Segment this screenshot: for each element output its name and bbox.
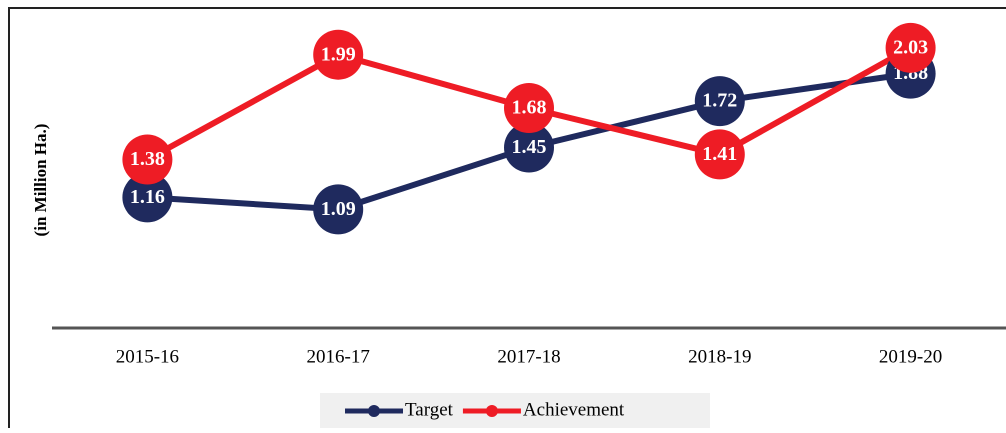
value-label: 1.09 [321, 198, 356, 220]
value-label: 1.68 [512, 97, 547, 119]
value-label: 1.41 [702, 143, 737, 165]
point [122, 134, 173, 185]
value-label: 2.03 [893, 36, 928, 58]
value-label: 1.38 [130, 148, 165, 170]
point [694, 76, 745, 127]
legend-label: Target [405, 399, 454, 420]
value-label: 1.99 [321, 43, 356, 65]
x-tick-label: 2019-20 [879, 346, 942, 367]
y-axis-label: (in Million Ha.) [31, 124, 50, 237]
legend-marker [368, 405, 380, 417]
point [694, 129, 745, 180]
value-label: 1.45 [512, 136, 547, 158]
frame [8, 7, 1006, 433]
x-tick-label: 2015-16 [116, 346, 179, 367]
point [885, 22, 936, 73]
point [313, 184, 364, 235]
x-tick-label: 2016-17 [307, 346, 370, 367]
value-label: 1.72 [702, 90, 737, 112]
point [122, 172, 173, 223]
x-tick-label: 2018-19 [688, 346, 751, 367]
point [504, 82, 554, 133]
point [504, 122, 554, 173]
legend-label: Achievement [523, 399, 625, 420]
x-tick-label: 2017-18 [497, 346, 560, 367]
value-label: 1.16 [130, 186, 165, 208]
legend-marker [485, 405, 498, 417]
point [313, 29, 364, 80]
